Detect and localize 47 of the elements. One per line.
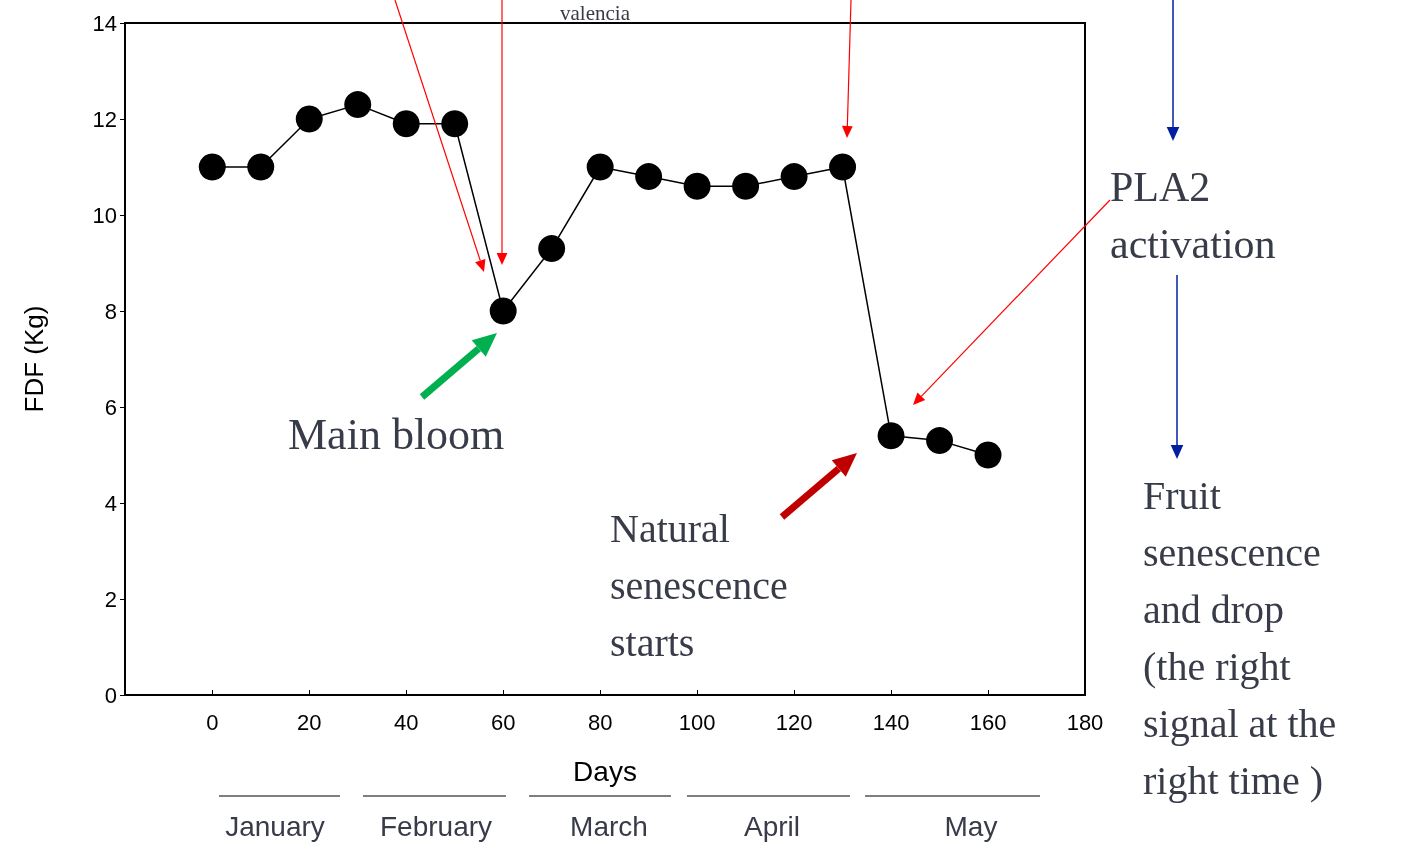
text: May <box>944 811 998 843</box>
x-tick-label: 0 <box>206 709 219 735</box>
y-axis-title: FDF (Kg) <box>19 305 49 413</box>
point <box>392 110 420 138</box>
point <box>538 235 566 263</box>
x-tick-label: 60 <box>490 709 516 735</box>
text: February <box>379 811 493 843</box>
y-tick-label: 12 <box>92 106 117 132</box>
text: March <box>570 811 648 843</box>
y-tick-label: 8 <box>104 298 117 324</box>
point <box>683 172 711 200</box>
point <box>344 91 372 119</box>
text: January <box>225 811 325 843</box>
point <box>295 105 323 133</box>
x-tick-label: 160 <box>969 709 1007 735</box>
y-tick-label: 2 <box>104 586 117 612</box>
x-tick-label: 20 <box>297 709 322 735</box>
text: Fruit senescence and drop (the right signal at the right time ) <box>1143 473 1337 803</box>
x-tick-label: 120 <box>775 709 813 735</box>
annotation: valencia <box>560 0 631 25</box>
point <box>489 297 517 325</box>
point <box>974 441 1002 469</box>
point <box>829 153 857 181</box>
point <box>732 172 760 200</box>
x-tick-label: 80 <box>587 709 613 735</box>
text: April <box>743 811 801 843</box>
point <box>635 163 663 191</box>
point <box>780 163 808 191</box>
point <box>586 153 614 181</box>
annotation: Natural senescence starts <box>610 506 788 665</box>
x-tick-label: 180 <box>1066 709 1104 735</box>
point <box>247 153 275 181</box>
y-tick-label: 6 <box>104 394 117 420</box>
point <box>877 422 905 450</box>
x-tick-label: 40 <box>393 709 419 735</box>
y-tick-label: 0 <box>104 682 117 708</box>
x-tick-label: 140 <box>872 709 910 735</box>
point <box>198 153 226 181</box>
text: PLA2 activation <box>1110 163 1276 267</box>
point <box>926 427 954 455</box>
point <box>441 110 469 138</box>
y-tick-label: 10 <box>92 202 117 228</box>
x-axis-title: Days <box>573 755 637 787</box>
y-tick-label: 14 <box>92 10 117 36</box>
y-tick-label: 4 <box>104 490 117 516</box>
annotation: Main bloom <box>288 409 505 459</box>
x-tick-label: 100 <box>678 709 716 735</box>
